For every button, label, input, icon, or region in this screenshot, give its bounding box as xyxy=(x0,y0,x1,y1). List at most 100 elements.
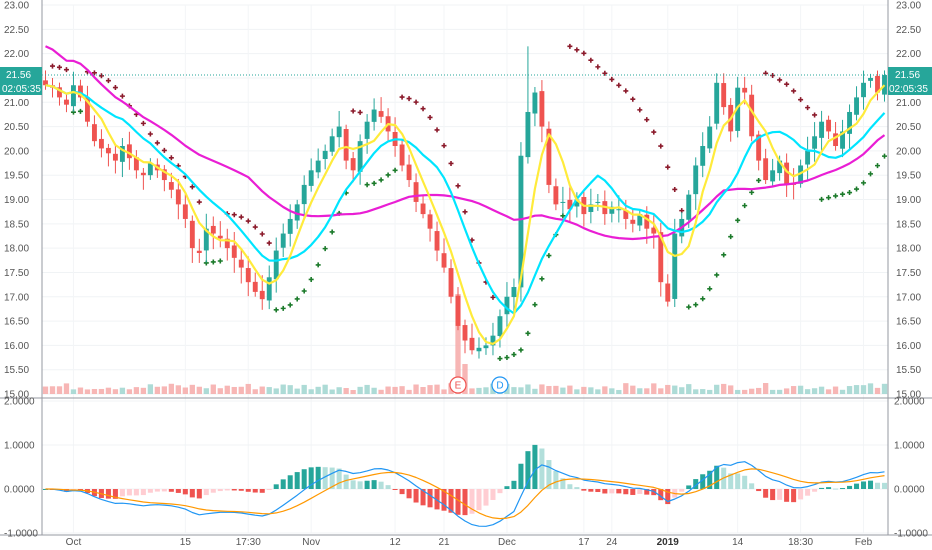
candle-body[interactable] xyxy=(43,80,48,86)
candle-body[interactable] xyxy=(616,209,622,211)
candle-body[interactable] xyxy=(203,228,209,251)
candle-body[interactable] xyxy=(553,186,559,205)
candle-body[interactable] xyxy=(231,245,237,258)
candle-body[interactable] xyxy=(252,281,258,292)
candle-body[interactable] xyxy=(854,97,859,115)
candle-body[interactable] xyxy=(525,111,531,158)
candle-body[interactable] xyxy=(875,75,880,93)
candle-body[interactable] xyxy=(665,283,671,302)
candle-body[interactable] xyxy=(714,82,720,124)
candle-body[interactable] xyxy=(749,94,755,137)
candle-body[interactable] xyxy=(357,141,363,172)
candle-body[interactable] xyxy=(840,131,846,149)
candle-body[interactable] xyxy=(476,347,482,352)
candle-body[interactable] xyxy=(364,121,370,139)
candle-body[interactable] xyxy=(770,170,776,182)
candle-body[interactable] xyxy=(315,160,321,173)
event-marker-d[interactable] xyxy=(491,376,509,394)
candle-body[interactable] xyxy=(105,147,111,154)
candle-body[interactable] xyxy=(294,204,300,221)
candle-body[interactable] xyxy=(91,124,97,142)
candle-body[interactable] xyxy=(532,92,538,114)
candle-body[interactable] xyxy=(64,99,69,105)
candle-body[interactable] xyxy=(280,233,286,248)
candle-body[interactable] xyxy=(882,75,887,95)
candle-body[interactable] xyxy=(273,250,279,280)
candle-body[interactable] xyxy=(301,184,307,205)
candle-body[interactable] xyxy=(238,259,244,268)
candle-body[interactable] xyxy=(497,316,503,337)
candle-body[interactable] xyxy=(707,126,713,149)
candle-body[interactable] xyxy=(658,232,664,283)
candle-body[interactable] xyxy=(756,134,762,161)
candle-body[interactable] xyxy=(469,337,475,351)
candle-body[interactable] xyxy=(693,165,699,195)
candle-body[interactable] xyxy=(224,238,230,249)
candle-body[interactable] xyxy=(742,87,748,93)
candle-body[interactable] xyxy=(308,170,314,186)
candle-body[interactable] xyxy=(84,97,90,122)
candle-body[interactable] xyxy=(336,126,342,138)
candle-body[interactable] xyxy=(686,194,692,220)
candle-body[interactable] xyxy=(112,153,118,161)
candle-body[interactable] xyxy=(784,162,790,185)
candle-body[interactable] xyxy=(826,119,832,132)
candle-body[interactable] xyxy=(574,199,580,207)
candle-body[interactable] xyxy=(560,201,566,203)
candle-body[interactable] xyxy=(588,204,594,212)
candle-body[interactable] xyxy=(630,219,636,224)
candle-body[interactable] xyxy=(539,91,545,127)
candle-body[interactable] xyxy=(567,199,573,210)
candle-body[interactable] xyxy=(71,85,76,107)
candle-body[interactable] xyxy=(147,163,153,176)
candle-body[interactable] xyxy=(490,335,496,346)
candle-body[interactable] xyxy=(245,268,251,283)
candle-body[interactable] xyxy=(420,203,426,215)
candle-body[interactable] xyxy=(651,227,657,234)
candle-body[interactable] xyxy=(735,87,741,131)
candle-body[interactable] xyxy=(833,133,839,147)
candle-body[interactable] xyxy=(721,83,727,108)
candle-body[interactable] xyxy=(189,220,195,249)
candle-body[interactable] xyxy=(210,225,216,234)
candle-body[interactable] xyxy=(483,345,489,349)
candle-body[interactable] xyxy=(504,296,510,315)
candle-body[interactable] xyxy=(700,146,706,166)
candle-body[interactable] xyxy=(819,121,825,138)
candle-body[interactable] xyxy=(266,277,272,301)
event-marker-e[interactable] xyxy=(449,376,467,394)
candle-body[interactable] xyxy=(175,189,181,205)
candle-body[interactable] xyxy=(57,87,62,98)
candle-body[interactable] xyxy=(847,111,852,134)
candle-body[interactable] xyxy=(623,210,629,219)
candle-body[interactable] xyxy=(595,201,601,203)
candle-body[interactable] xyxy=(637,214,643,226)
candle-body[interactable] xyxy=(441,253,447,268)
candle-body[interactable] xyxy=(78,85,83,98)
candle-body[interactable] xyxy=(98,138,104,149)
candle-body[interactable] xyxy=(322,150,328,160)
candle-body[interactable] xyxy=(805,150,811,165)
candle-body[interactable] xyxy=(777,160,783,174)
candle-body[interactable] xyxy=(133,157,139,171)
candle-body[interactable] xyxy=(168,182,174,190)
candle-body[interactable] xyxy=(259,290,265,300)
candle-body[interactable] xyxy=(609,206,615,214)
candle-body[interactable] xyxy=(161,169,167,181)
candle-body[interactable] xyxy=(763,158,769,181)
candle-body[interactable] xyxy=(861,82,866,98)
candle-body[interactable] xyxy=(427,214,433,229)
candle-body[interactable] xyxy=(413,182,419,202)
candle-body[interactable] xyxy=(287,218,293,234)
candle-body[interactable] xyxy=(399,144,405,166)
candle-body[interactable] xyxy=(371,109,377,122)
candle-body[interactable] xyxy=(329,136,335,152)
candle-body[interactable] xyxy=(343,129,349,161)
candle-body[interactable] xyxy=(644,214,650,229)
candle-body[interactable] xyxy=(518,155,524,288)
candle-body[interactable] xyxy=(672,233,678,299)
candle-body[interactable] xyxy=(119,146,125,162)
